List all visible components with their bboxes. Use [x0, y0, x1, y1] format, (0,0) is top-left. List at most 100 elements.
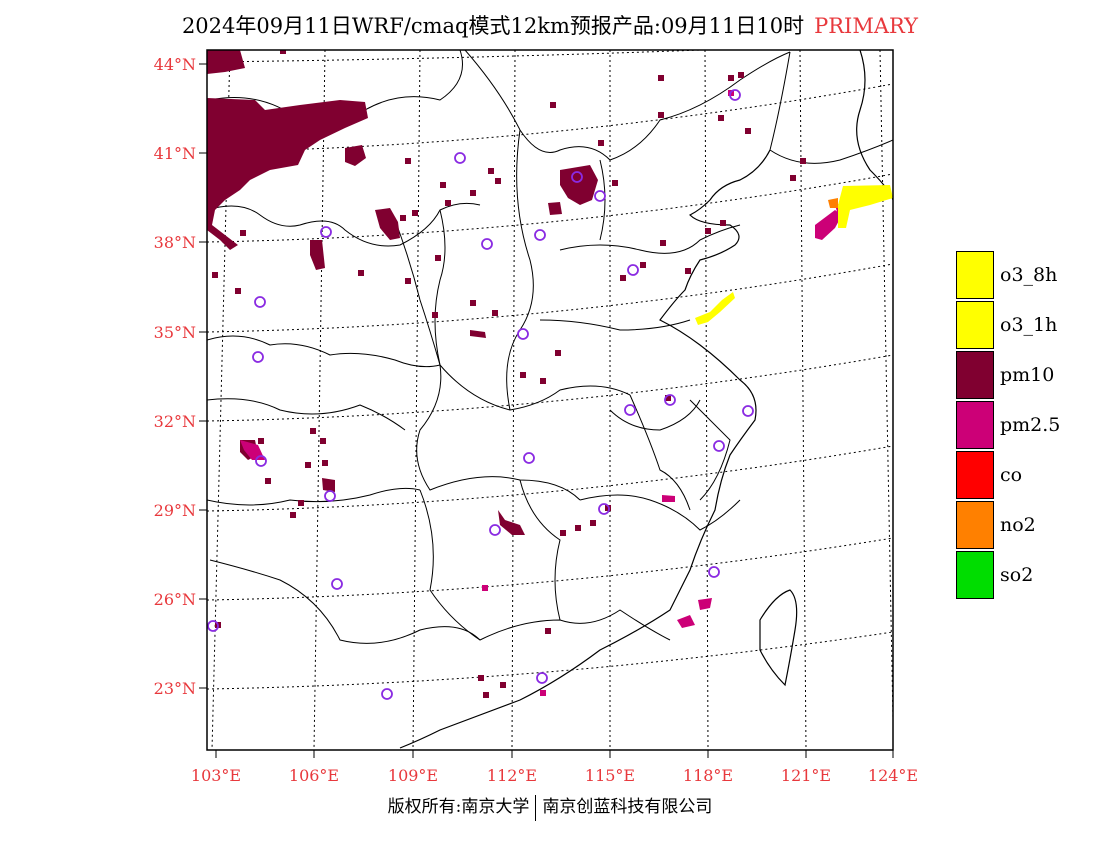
pollution-cell — [555, 350, 561, 356]
legend-label: no2 — [1000, 514, 1036, 536]
pollution-cell — [440, 182, 446, 188]
station-marker — [664, 394, 676, 406]
station-marker — [489, 524, 501, 536]
station-marker — [627, 264, 639, 276]
pollution-area — [815, 210, 842, 240]
legend-swatch — [956, 301, 994, 349]
pollution-cell — [520, 372, 526, 378]
pollution-cell — [790, 175, 796, 181]
legend-item-o3-8h: o3_8h — [956, 250, 1081, 300]
legend-label: pm2.5 — [1000, 414, 1061, 436]
pollution-cell — [495, 178, 501, 184]
pollution-cell — [540, 690, 546, 696]
pollution-area — [695, 292, 735, 325]
pollution-cell — [445, 200, 451, 206]
province-borders — [207, 50, 893, 644]
pollution-area — [548, 202, 562, 215]
pollution-cell — [550, 102, 556, 108]
pollution-cell — [738, 72, 744, 78]
lat-label: 32°N — [153, 412, 196, 431]
pollution-cell — [483, 692, 489, 698]
lon-label: 115°E — [584, 766, 636, 785]
pollution-area — [698, 598, 712, 610]
pollution-cell — [400, 215, 406, 221]
station-marker — [523, 452, 535, 464]
pollution-cell — [705, 228, 711, 234]
pollution-cell — [470, 190, 476, 196]
pollution-cell — [612, 180, 618, 186]
monitor-stations — [207, 89, 754, 700]
pollution-cell — [298, 500, 304, 506]
station-marker — [536, 672, 548, 684]
map-frame — [206, 49, 894, 751]
pollution-cell — [478, 675, 484, 681]
pollution-cell — [598, 140, 604, 146]
primary-tag: PRIMARY — [814, 14, 919, 38]
station-marker — [729, 89, 741, 101]
footer-divider — [535, 794, 537, 821]
legend-item-no2: no2 — [956, 500, 1081, 550]
pollution-cell — [488, 168, 494, 174]
station-marker — [381, 688, 393, 700]
pollution-cell — [500, 682, 506, 688]
legend-item-so2: so2 — [956, 550, 1081, 600]
pollution-area — [345, 145, 366, 166]
pollution-cell — [470, 300, 476, 306]
pollution-area — [375, 208, 400, 240]
pollution-area — [310, 240, 325, 270]
pollution-cell — [235, 288, 241, 294]
station-marker — [454, 152, 466, 164]
copyright-footer: 版权所有:南京大学 南京创蓝科技有限公司 — [0, 792, 1100, 821]
legend-label: pm10 — [1000, 364, 1055, 386]
legend-label: co — [1000, 464, 1023, 486]
pollution-cell — [560, 530, 566, 536]
pollution-cell — [322, 460, 328, 466]
legend-label: o3_1h — [1000, 314, 1058, 336]
pollution-cell — [258, 438, 264, 444]
station-marker — [624, 404, 636, 416]
pollution-cell — [482, 585, 488, 591]
pollution-cell — [720, 220, 726, 226]
station-marker — [207, 620, 219, 632]
pollution-cell — [745, 128, 751, 134]
pollution-cell — [212, 272, 218, 278]
map-title: 2024年09月11日WRF/cmaq模式12km预报产品:09月11日10时 P… — [0, 10, 1100, 40]
station-marker — [708, 566, 720, 578]
pollution-cell — [575, 525, 581, 531]
legend-label: o3_8h — [1000, 264, 1058, 286]
station-marker — [742, 405, 754, 417]
legend-swatch — [956, 551, 994, 599]
pollution-cell — [405, 158, 411, 164]
pollution-cell — [658, 112, 664, 118]
station-marker — [320, 226, 332, 238]
pollution-area — [838, 185, 893, 228]
map-background — [207, 50, 893, 750]
pollution-cell — [590, 520, 596, 526]
legend-label: so2 — [1000, 564, 1034, 586]
lon-label: 112°E — [486, 766, 538, 785]
pollution-cell — [660, 240, 666, 246]
pollution-cell — [658, 75, 664, 81]
pollution-cell — [310, 428, 316, 434]
lat-label: 29°N — [153, 501, 196, 520]
pollution-cell — [280, 50, 286, 54]
station-marker — [324, 490, 336, 502]
pollution-cell — [545, 628, 551, 634]
copyright-company: 南京创蓝科技有限公司 — [542, 797, 713, 817]
lat-label: 23°N — [153, 679, 196, 698]
pollution-area — [322, 478, 335, 492]
pollution-cell — [685, 268, 691, 274]
pollution-cell — [540, 378, 546, 384]
lat-label: 41°N — [153, 144, 196, 163]
pollution-cell — [405, 278, 411, 284]
legend-item-o3-1h: o3_1h — [956, 300, 1081, 350]
legend-swatch — [956, 251, 994, 299]
graticule — [207, 50, 893, 750]
pollution-cell — [492, 310, 498, 316]
pollution-cell — [605, 505, 611, 511]
pollution-area — [207, 98, 368, 250]
pollution-area — [828, 198, 838, 208]
pollution-area — [240, 440, 265, 460]
pollution-cell — [265, 478, 271, 484]
pollution-cell — [620, 275, 626, 281]
